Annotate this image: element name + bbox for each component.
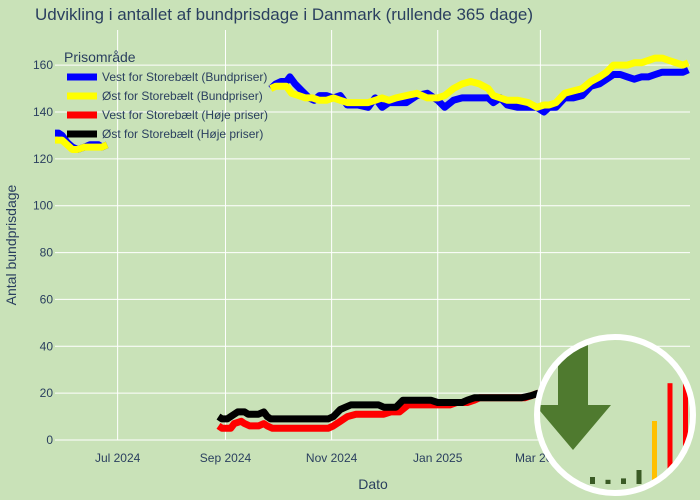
logo-bar — [636, 470, 642, 484]
chart-title: Udvikling i antallet af bundprisdage i D… — [35, 5, 533, 24]
y-tick-label: 0 — [46, 433, 53, 447]
y-tick-label: 20 — [40, 386, 54, 400]
logo-badge — [534, 334, 696, 496]
x-axis-label: Dato — [358, 476, 388, 492]
logo-bar — [683, 379, 688, 484]
logo-bar — [667, 383, 673, 484]
x-tick-label: Jan 2025 — [413, 451, 463, 465]
logo-bar — [590, 477, 595, 484]
y-tick-label: 40 — [40, 339, 54, 353]
series-line — [268, 66, 690, 116]
legend-item-label: Øst for Storebælt (Bundpriser) — [102, 89, 263, 103]
y-axis-ticks: 0 20 40 60 80 100 120 140 160 — [33, 58, 53, 447]
y-tick-label: 80 — [40, 246, 54, 260]
legend-item-label: Vest for Storebælt (Høje priser) — [102, 108, 268, 122]
series-line — [55, 136, 109, 153]
legend: Prisområde Vest for Storebælt (Bundprise… — [64, 49, 268, 141]
y-tick-label: 160 — [33, 58, 53, 72]
y-tick-label: 120 — [33, 152, 53, 166]
x-tick-label: Sep 2024 — [200, 451, 252, 465]
y-tick-label: 100 — [33, 199, 53, 213]
y-tick-label: 60 — [40, 292, 54, 306]
logo-ring — [534, 334, 696, 496]
legend-item-label: Øst for Storebælt (Høje priser) — [102, 127, 263, 141]
logo-bar — [621, 478, 626, 484]
x-tick-label: Jul 2024 — [95, 451, 141, 465]
logo-bar — [605, 479, 611, 484]
series-line — [216, 389, 540, 423]
y-tick-label: 140 — [33, 105, 53, 119]
series-lines — [55, 54, 690, 432]
legend-item-label: Vest for Storebælt (Bundpriser) — [102, 70, 267, 84]
logo-bar — [652, 421, 657, 484]
x-tick-label: Nov 2024 — [306, 451, 358, 465]
legend-title: Prisområde — [64, 49, 136, 65]
y-axis-label: Antal bundprisdage — [3, 184, 19, 305]
down-arrow-icon — [539, 345, 611, 450]
x-axis-ticks: Jul 2024 Sep 2024 Nov 2024 Jan 2025 Mar 2025 — [95, 451, 566, 465]
series-line — [269, 54, 690, 111]
